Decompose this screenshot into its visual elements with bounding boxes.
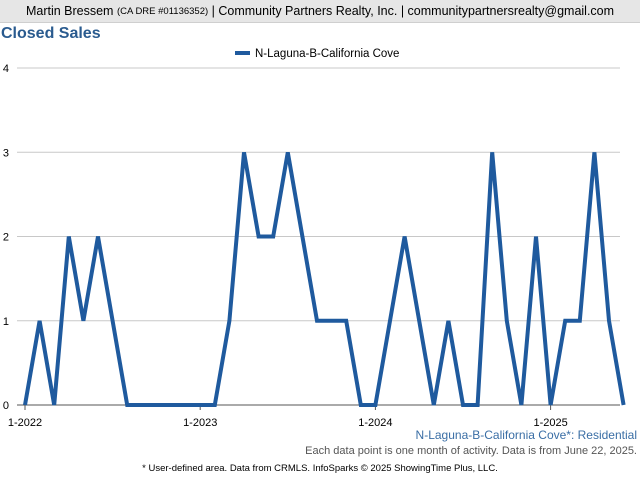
y-tick-label: 4	[3, 63, 9, 75]
data-point	[461, 403, 465, 407]
data-point	[184, 403, 188, 407]
credits: * User-defined area. Data from CRMLS. In…	[142, 463, 498, 474]
legend-label: N-Laguna-B-California Cove	[255, 48, 399, 60]
data-point	[23, 403, 27, 407]
chart-title: Closed Sales	[1, 25, 101, 42]
data-point	[476, 403, 480, 407]
data-point	[549, 403, 553, 407]
data-point	[563, 319, 567, 323]
data-point	[111, 319, 115, 323]
data-point	[417, 319, 421, 323]
data-point	[330, 319, 334, 323]
data-point	[140, 403, 144, 407]
data-point	[578, 319, 582, 323]
y-tick-label: 1	[3, 316, 9, 328]
data-point	[344, 319, 348, 323]
data-point	[271, 235, 275, 239]
data-point	[403, 235, 407, 239]
data-note: Each data point is one month of activity…	[305, 445, 637, 457]
x-tick-label: 1-2025	[533, 417, 567, 429]
data-point	[67, 235, 71, 239]
y-tick-label: 3	[3, 147, 9, 159]
data-point	[227, 319, 231, 323]
header-bar: Martin Bressem (CA DRE #01136352) | Comm…	[0, 0, 640, 23]
x-tick-label: 1-2024	[358, 417, 392, 429]
data-point	[169, 403, 173, 407]
y-tick-label: 2	[3, 232, 9, 244]
data-point	[388, 319, 392, 323]
data-point	[373, 403, 377, 407]
data-point	[81, 319, 85, 323]
data-point	[432, 403, 436, 407]
data-point	[213, 403, 217, 407]
legend-swatch	[235, 51, 250, 55]
data-point	[534, 235, 538, 239]
data-point	[198, 403, 202, 407]
data-point	[242, 150, 246, 154]
y-tick-label: 0	[3, 400, 9, 412]
agent-name: Martin Bressem	[25, 4, 114, 18]
agent-license: (CA DRE #01136352)	[116, 5, 209, 17]
data-point	[52, 403, 56, 407]
data-point	[622, 403, 626, 407]
legend: N-Laguna-B-California Cove	[235, 48, 399, 60]
data-point	[490, 150, 494, 154]
data-point	[359, 403, 363, 407]
data-point	[286, 150, 290, 154]
series-line	[23, 151, 626, 407]
agent-details: | Community Partners Realty, Inc. | comm…	[211, 4, 615, 18]
data-point	[315, 319, 319, 323]
x-tick-labels: 1-2022 1-2023 1-2024 1-2025	[8, 405, 568, 429]
data-point	[300, 235, 304, 239]
area-label: N-Laguna-B-California Cove*: Residential	[415, 428, 637, 442]
data-point	[96, 235, 100, 239]
data-point	[446, 319, 450, 323]
y-tick-labels: 0 1 2 3 4	[3, 63, 9, 412]
grid-lines	[17, 67, 620, 406]
data-point	[592, 150, 596, 154]
data-point	[125, 403, 129, 407]
x-tick-label: 1-2022	[8, 417, 42, 429]
data-point	[154, 403, 158, 407]
data-point	[607, 319, 611, 323]
data-point	[505, 319, 509, 323]
data-point	[519, 403, 523, 407]
series-line-group	[23, 150, 626, 407]
data-point	[257, 235, 261, 239]
x-tick-label: 1-2023	[183, 417, 217, 429]
data-point	[38, 319, 42, 323]
